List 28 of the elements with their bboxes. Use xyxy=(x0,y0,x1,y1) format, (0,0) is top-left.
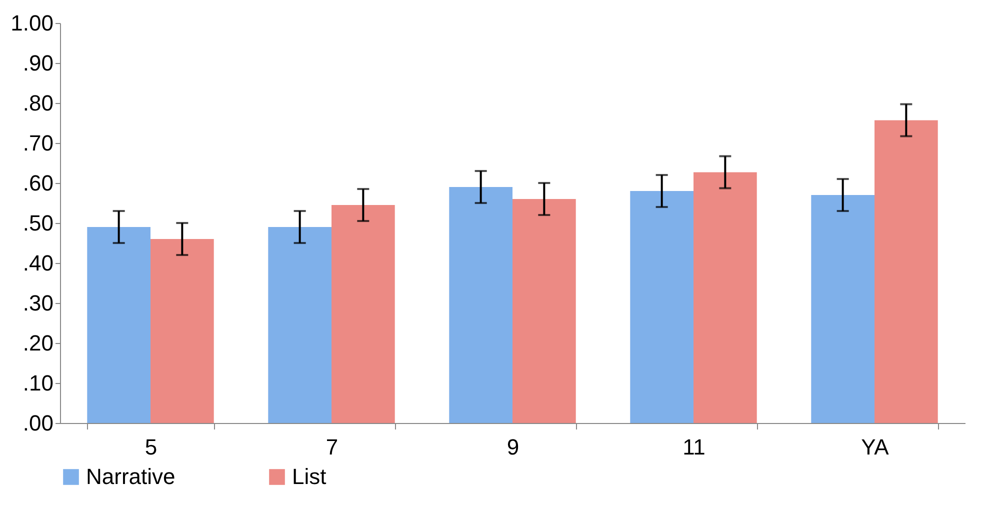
bar xyxy=(630,191,694,423)
y-tick-label: .70 xyxy=(22,130,54,156)
x-tick-label: YA xyxy=(861,434,890,460)
y-tick-label: .40 xyxy=(22,250,54,276)
x-tick-label: 7 xyxy=(326,434,338,460)
y-tick-label: .10 xyxy=(22,370,54,396)
legend-label: Narrative xyxy=(86,464,176,489)
bar xyxy=(332,205,395,423)
y-tick-label: .00 xyxy=(22,410,54,436)
y-tick-label: .50 xyxy=(22,210,54,236)
x-tick-label: 5 xyxy=(144,434,158,460)
y-tick-label: .60 xyxy=(22,170,54,196)
x-tick-label: 9 xyxy=(506,434,520,460)
y-tick-label: .30 xyxy=(22,290,54,316)
bar xyxy=(268,227,332,423)
bar xyxy=(449,187,512,423)
y-tick-label: .20 xyxy=(22,330,54,356)
bar xyxy=(811,195,874,423)
bar xyxy=(694,172,757,423)
bar xyxy=(87,227,150,423)
bar xyxy=(512,199,576,423)
bar xyxy=(874,120,938,423)
y-tick-label: 1.00 xyxy=(10,10,54,36)
y-tick-label: .90 xyxy=(22,50,54,76)
x-tick-label: 11 xyxy=(682,434,706,460)
bar xyxy=(150,239,214,423)
y-tick-label: .80 xyxy=(22,90,54,116)
legend-label: List xyxy=(292,464,326,489)
